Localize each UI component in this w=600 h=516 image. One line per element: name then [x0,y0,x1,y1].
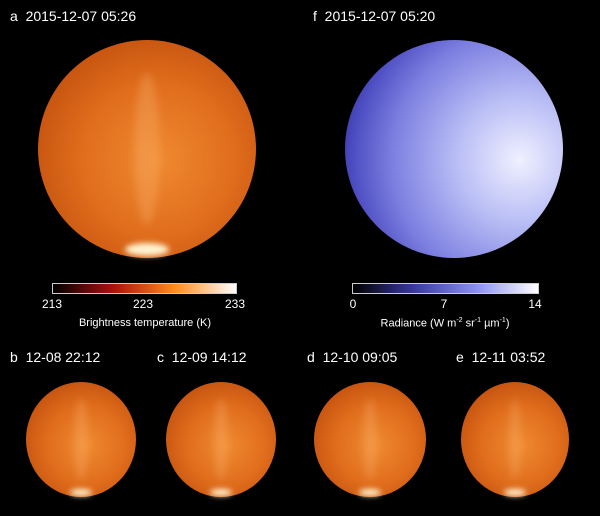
colorbar-tick: 14 [528,297,542,311]
panel-b-label: b 12-08 22:12 [10,349,101,365]
panel-c-label: c 12-09 14:12 [157,349,247,365]
panel-d-label: d 12-10 09:05 [307,349,398,365]
temperature-colorbar-label: Brightness temperature (K) [78,317,212,329]
colorbar-tick: 7 [440,297,448,311]
temperature-colorbar [52,283,237,294]
panel-e-label: e 12-11 03:52 [456,349,546,365]
venus-infrared-image-a [38,40,256,258]
colorbar-tick: 213 [41,297,63,311]
venus-infrared-image-c [166,382,276,497]
panel-f-label: f 2015-12-07 05:20 [313,8,436,24]
colorbar-tick: 233 [224,297,246,311]
venus-infrared-image-e [461,382,569,497]
radiance-colorbar [352,283,539,294]
radiance-colorbar-label: Radiance (W m-2 sr-1 µm-1) [380,317,510,330]
panel-a-label: a 2015-12-07 05:26 [10,8,137,24]
venus-infrared-image-d [314,382,426,497]
colorbar-tick: 0 [349,297,357,311]
venus-infrared-image-b [26,382,136,497]
venus-ultraviolet-image-f [345,40,563,258]
colorbar-tick: 223 [132,297,154,311]
